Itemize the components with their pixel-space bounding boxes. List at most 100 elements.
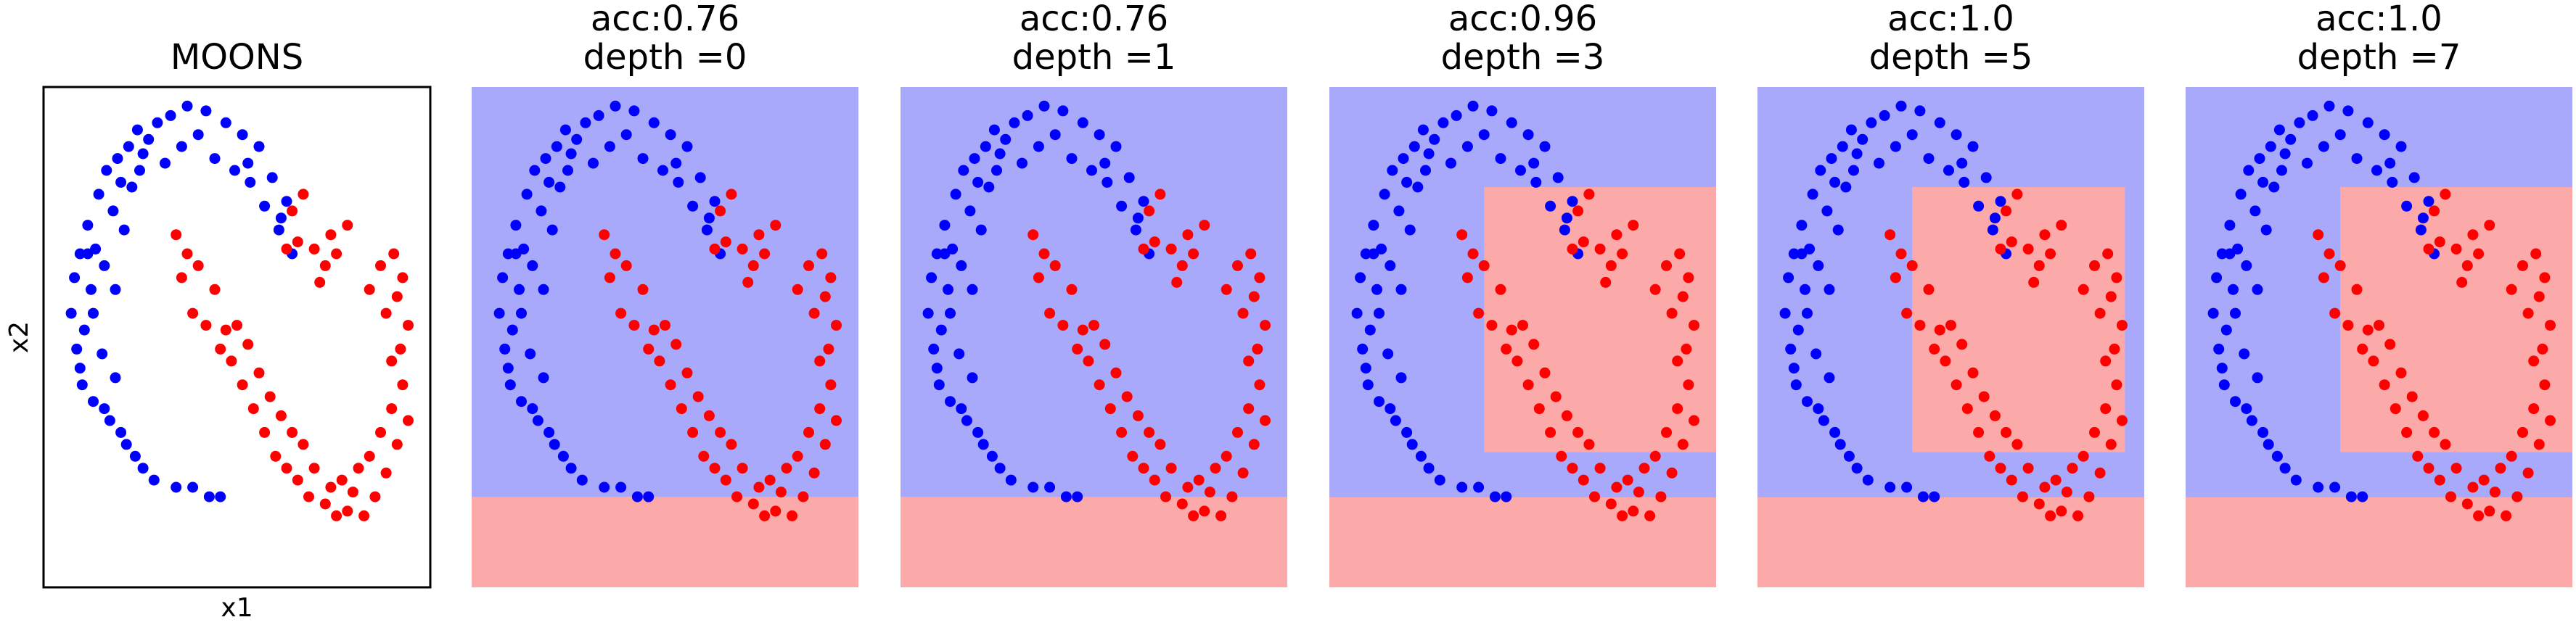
- point-class-0: [203, 491, 215, 502]
- point-class-0: [1393, 205, 1405, 217]
- point-class-1: [275, 410, 287, 421]
- point-class-1: [1221, 284, 1232, 295]
- point-class-1: [1633, 487, 1644, 498]
- point-class-1: [281, 243, 292, 255]
- point-class-0: [137, 148, 149, 160]
- point-class-1: [808, 307, 820, 319]
- point-class-0: [703, 212, 715, 224]
- point-class-0: [643, 491, 655, 502]
- point-class-1: [2089, 260, 2100, 271]
- point-class-1: [259, 426, 271, 438]
- point-class-1: [2109, 343, 2120, 355]
- point-class-1: [1226, 491, 1238, 502]
- point-class-0: [1807, 189, 1818, 200]
- point-class-1: [2423, 243, 2435, 255]
- point-class-1: [397, 272, 409, 284]
- point-class-1: [2094, 307, 2106, 319]
- point-class-0: [2232, 243, 2244, 255]
- point-class-0: [107, 205, 119, 217]
- point-class-1: [2329, 307, 2341, 319]
- point-class-0: [988, 124, 1000, 136]
- point-class-0: [2241, 260, 2252, 271]
- point-class-1: [1890, 272, 1901, 284]
- point-class-0: [1401, 176, 1413, 188]
- point-class-0: [504, 379, 516, 391]
- point-class-0: [502, 248, 514, 260]
- point-class-1: [1165, 243, 1177, 255]
- point-class-0: [1102, 176, 1113, 188]
- point-class-1: [1984, 450, 1995, 462]
- point-class-0: [266, 172, 278, 183]
- point-class-0: [2268, 181, 2280, 193]
- point-class-0: [78, 324, 90, 336]
- point-class-1: [715, 426, 726, 438]
- point-class-1: [2045, 248, 2056, 260]
- point-class-0: [546, 224, 558, 236]
- point-class-1: [1561, 410, 1572, 421]
- point-class-1: [1661, 260, 1672, 271]
- point-class-0: [1022, 109, 1033, 121]
- point-class-0: [2408, 172, 2420, 183]
- point-class-1: [1144, 205, 1155, 217]
- point-class-0: [181, 100, 193, 112]
- point-class-0: [1561, 212, 1572, 224]
- point-class-0: [1567, 196, 1578, 207]
- point-class-0: [2257, 426, 2269, 438]
- point-class-0: [1099, 157, 1111, 169]
- point-class-0: [115, 176, 127, 188]
- point-class-0: [118, 224, 130, 236]
- point-class-1: [2456, 276, 2468, 288]
- point-class-1: [1989, 410, 2001, 421]
- point-class-1: [2461, 260, 2473, 271]
- point-class-0: [1851, 463, 1863, 474]
- point-class-0: [975, 224, 987, 236]
- point-class-1: [819, 291, 831, 302]
- point-class-1: [2533, 439, 2545, 450]
- point-class-0: [1923, 153, 1935, 165]
- point-class-1: [2467, 481, 2479, 493]
- point-class-1: [2450, 243, 2462, 255]
- point-class-0: [593, 109, 604, 121]
- point-class-1: [319, 498, 331, 510]
- point-class-0: [1843, 450, 1855, 462]
- point-class-0: [1412, 181, 1424, 193]
- point-class-1: [1674, 248, 1686, 260]
- point-class-1: [643, 343, 655, 355]
- point-class-0: [1417, 124, 1429, 136]
- point-class-1: [654, 355, 665, 367]
- point-class-0: [1404, 224, 1416, 236]
- point-class-1: [364, 450, 375, 462]
- point-class-1: [2484, 220, 2495, 231]
- region-class-1: [1757, 497, 2144, 587]
- point-class-0: [967, 284, 978, 295]
- point-class-1: [1033, 272, 1044, 284]
- point-class-1: [1199, 220, 1210, 231]
- point-class-1: [308, 243, 320, 255]
- point-class-0: [2395, 141, 2407, 152]
- point-class-0: [1785, 343, 1797, 355]
- point-class-1: [270, 450, 282, 462]
- point-class-0: [514, 284, 525, 295]
- point-class-0: [972, 176, 984, 188]
- point-class-0: [565, 148, 577, 160]
- point-class-0: [1368, 220, 1379, 231]
- point-class-1: [1149, 236, 1160, 248]
- point-class-1: [742, 276, 754, 288]
- point-class-0: [1802, 396, 1813, 407]
- point-class-0: [588, 157, 599, 169]
- point-class-1: [2067, 463, 2078, 474]
- point-class-0: [1116, 200, 1128, 212]
- point-class-1: [2100, 355, 2112, 367]
- point-class-1: [375, 260, 386, 271]
- point-class-0: [2417, 212, 2429, 224]
- point-class-1: [342, 220, 353, 231]
- point-class-1: [331, 510, 342, 521]
- point-class-0: [972, 426, 984, 438]
- point-class-1: [1248, 291, 1260, 302]
- point-class-0: [1132, 212, 1144, 224]
- point-class-1: [1154, 189, 1166, 200]
- point-class-0: [253, 141, 265, 152]
- point-class-0: [701, 224, 713, 236]
